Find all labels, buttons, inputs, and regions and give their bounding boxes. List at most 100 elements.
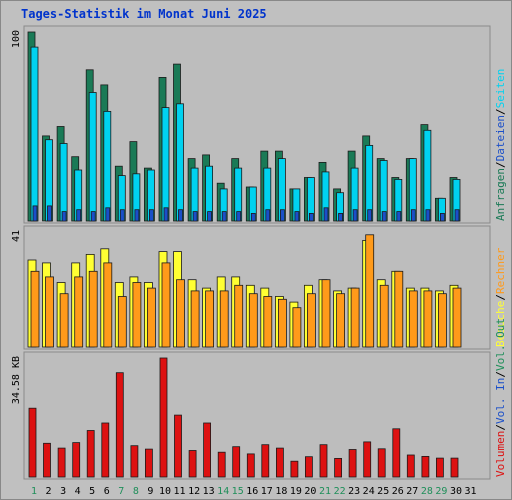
bar-volumen-20: [304, 456, 313, 478]
bar-volumen-15: [232, 446, 241, 478]
bar-rechner-16: [248, 293, 258, 348]
bar-rechner-10: [161, 262, 171, 348]
bar-volumen-2: [43, 442, 51, 478]
bar-seiten-24: [367, 209, 373, 222]
bar-seiten-13: [207, 211, 213, 222]
bar-rechner-24: [365, 234, 375, 348]
bar-rechner-29: [437, 293, 447, 348]
bar-volumen-16: [246, 453, 255, 478]
bar-dateien-10: [161, 107, 170, 222]
bar-rechner-2: [45, 276, 54, 348]
bar-volumen-1: [28, 407, 37, 478]
x-tick-label-28: 28: [421, 486, 433, 497]
x-tick-label-23: 23: [348, 486, 360, 497]
bar-seiten-23: [352, 209, 358, 222]
bar-rechner-27: [408, 290, 418, 348]
bar-seiten-2: [47, 205, 52, 222]
y-max-label-hits: 100: [11, 30, 22, 48]
x-tick-label-10: 10: [159, 486, 171, 497]
bar-rechner-28: [423, 290, 433, 348]
x-tick-label-22: 22: [334, 486, 346, 497]
legend-item-rechner: Rechner: [494, 247, 507, 294]
x-tick-label-27: 27: [406, 486, 418, 497]
bar-volumen-25: [377, 448, 386, 478]
bar-rechner-11: [176, 279, 185, 348]
bar-seiten-18: [279, 209, 285, 222]
bar-rechner-22: [336, 293, 346, 348]
bar-volumen-30: [450, 457, 459, 478]
x-tick-label-6: 6: [104, 486, 110, 497]
x-tick-label-9: 9: [147, 486, 153, 497]
y-max-label-volume: 34.58 KB: [11, 356, 22, 404]
bar-seiten-6: [105, 207, 111, 222]
bar-rechner-7: [117, 296, 127, 348]
legend-separator: /: [494, 424, 507, 431]
bar-volumen-11: [174, 414, 182, 478]
bar-volumen-26: [392, 428, 401, 478]
bar-seiten-28: [425, 209, 431, 222]
legend-item-seiten: Seiten: [494, 69, 507, 109]
x-tick-label-2: 2: [45, 486, 51, 497]
bar-seiten-25: [381, 211, 387, 222]
bar-seiten-7: [119, 209, 125, 222]
bar-seiten-10: [163, 207, 169, 222]
x-tick-label-15: 15: [232, 486, 244, 497]
x-tick-label-17: 17: [261, 486, 273, 497]
bar-volumen-7: [115, 372, 124, 478]
bar-seiten-4: [76, 209, 82, 222]
x-tick-label-12: 12: [188, 486, 200, 497]
bar-dateien-28: [423, 129, 432, 222]
x-tick-label-31: 31: [464, 486, 476, 497]
bar-seiten-9: [148, 209, 154, 222]
bar-seiten-12: [192, 211, 198, 222]
x-tick-label-24: 24: [363, 486, 375, 497]
bar-seiten-30: [454, 209, 460, 222]
bar-volumen-6: [101, 422, 110, 478]
legend-volume: Volumen/Vol. In/Vol. Out: [494, 318, 507, 477]
bar-dateien-6: [103, 111, 112, 222]
bar-seiten-16: [250, 212, 256, 222]
bar-seiten-5: [90, 211, 96, 222]
x-tick-label-4: 4: [75, 486, 81, 497]
bar-rechner-21: [321, 279, 331, 348]
bar-volumen-28: [421, 455, 430, 478]
bar-seiten-15: [236, 211, 242, 222]
legend-separator: /: [494, 371, 507, 378]
bar-volumen-22: [334, 457, 343, 478]
page-title: Tages-Statistik im Monat Juni 2025: [21, 7, 267, 21]
bar-volumen-27: [406, 454, 415, 478]
x-tick-label-20: 20: [304, 486, 316, 497]
legend-visits: Besuche/Rechner: [494, 247, 507, 347]
x-tick-label-19: 19: [290, 486, 302, 497]
legend-item-volout: Vol. Out: [494, 318, 507, 371]
bar-volumen-29: [435, 457, 444, 478]
bar-seiten-3: [61, 211, 67, 222]
bar-seiten-29: [439, 212, 445, 222]
bar-rechner-6: [103, 262, 113, 348]
bar-rechner-25: [379, 284, 389, 348]
bar-rechner-20: [306, 293, 316, 348]
x-tick-label-16: 16: [246, 486, 258, 497]
bar-rechner-14: [219, 290, 229, 348]
bar-seiten-1: [32, 205, 38, 222]
x-tick-label-29: 29: [435, 486, 447, 497]
x-tick-label-7: 7: [118, 486, 124, 497]
legend-separator: /: [494, 108, 507, 115]
bar-seiten-20: [308, 212, 314, 222]
x-tick-label-5: 5: [89, 486, 95, 497]
bar-rechner-3: [59, 293, 69, 348]
x-tick-label-25: 25: [377, 486, 389, 497]
legend-item-anfragen: Anfragen: [494, 168, 507, 221]
bar-rechner-5: [88, 270, 98, 348]
bar-seiten-17: [265, 209, 271, 222]
x-tick-label-1: 1: [31, 486, 37, 497]
y-max-label-visits: 41: [11, 230, 22, 242]
legend-item-volumen: Volumen: [494, 431, 507, 477]
x-tick-label-18: 18: [275, 486, 287, 497]
bar-volumen-21: [319, 444, 328, 478]
bar-seiten-21: [323, 207, 329, 222]
x-tick-label-30: 30: [450, 486, 462, 497]
bar-dateien-11: [176, 103, 184, 222]
